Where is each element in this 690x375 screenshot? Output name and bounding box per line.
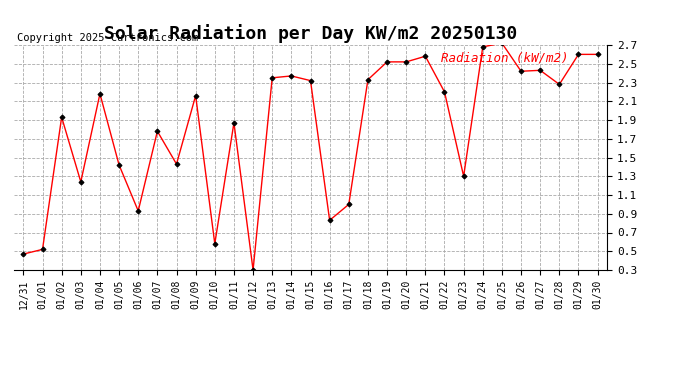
Title: Solar Radiation per Day KW/m2 20250130: Solar Radiation per Day KW/m2 20250130	[104, 24, 517, 44]
Text: Copyright 2025 Curtronics.com: Copyright 2025 Curtronics.com	[17, 33, 198, 43]
Text: Radiation (kW/m2): Radiation (kW/m2)	[441, 52, 569, 65]
